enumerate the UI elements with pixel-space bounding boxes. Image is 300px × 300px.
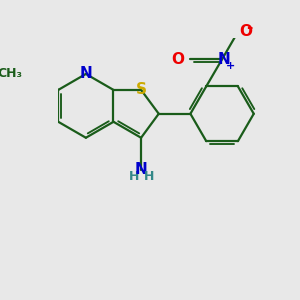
Text: O: O [171, 52, 184, 67]
Text: CH₃: CH₃ [0, 68, 22, 80]
Text: O: O [239, 24, 253, 39]
Text: H: H [144, 169, 154, 183]
Text: H: H [129, 169, 139, 183]
Text: N: N [135, 162, 148, 177]
Text: N: N [217, 52, 230, 67]
Text: +: + [226, 61, 235, 71]
Text: -: - [246, 20, 252, 34]
Text: S: S [136, 82, 147, 98]
Text: N: N [80, 66, 92, 81]
